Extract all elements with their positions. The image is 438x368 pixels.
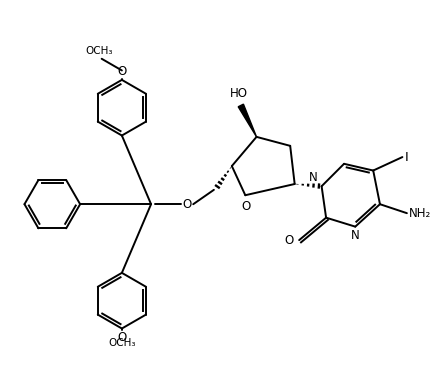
Text: O: O: [182, 198, 191, 211]
Text: N: N: [309, 171, 318, 184]
Text: HO: HO: [230, 87, 247, 100]
Text: NH₂: NH₂: [409, 207, 431, 220]
Text: I: I: [405, 151, 408, 163]
Text: OCH₃: OCH₃: [86, 46, 113, 56]
Text: O: O: [117, 331, 127, 344]
Text: O: O: [117, 65, 127, 78]
Text: O: O: [241, 200, 251, 213]
Text: N: N: [351, 229, 360, 242]
Text: O: O: [285, 234, 294, 247]
Text: OCH₃: OCH₃: [108, 338, 136, 348]
Polygon shape: [238, 104, 257, 137]
